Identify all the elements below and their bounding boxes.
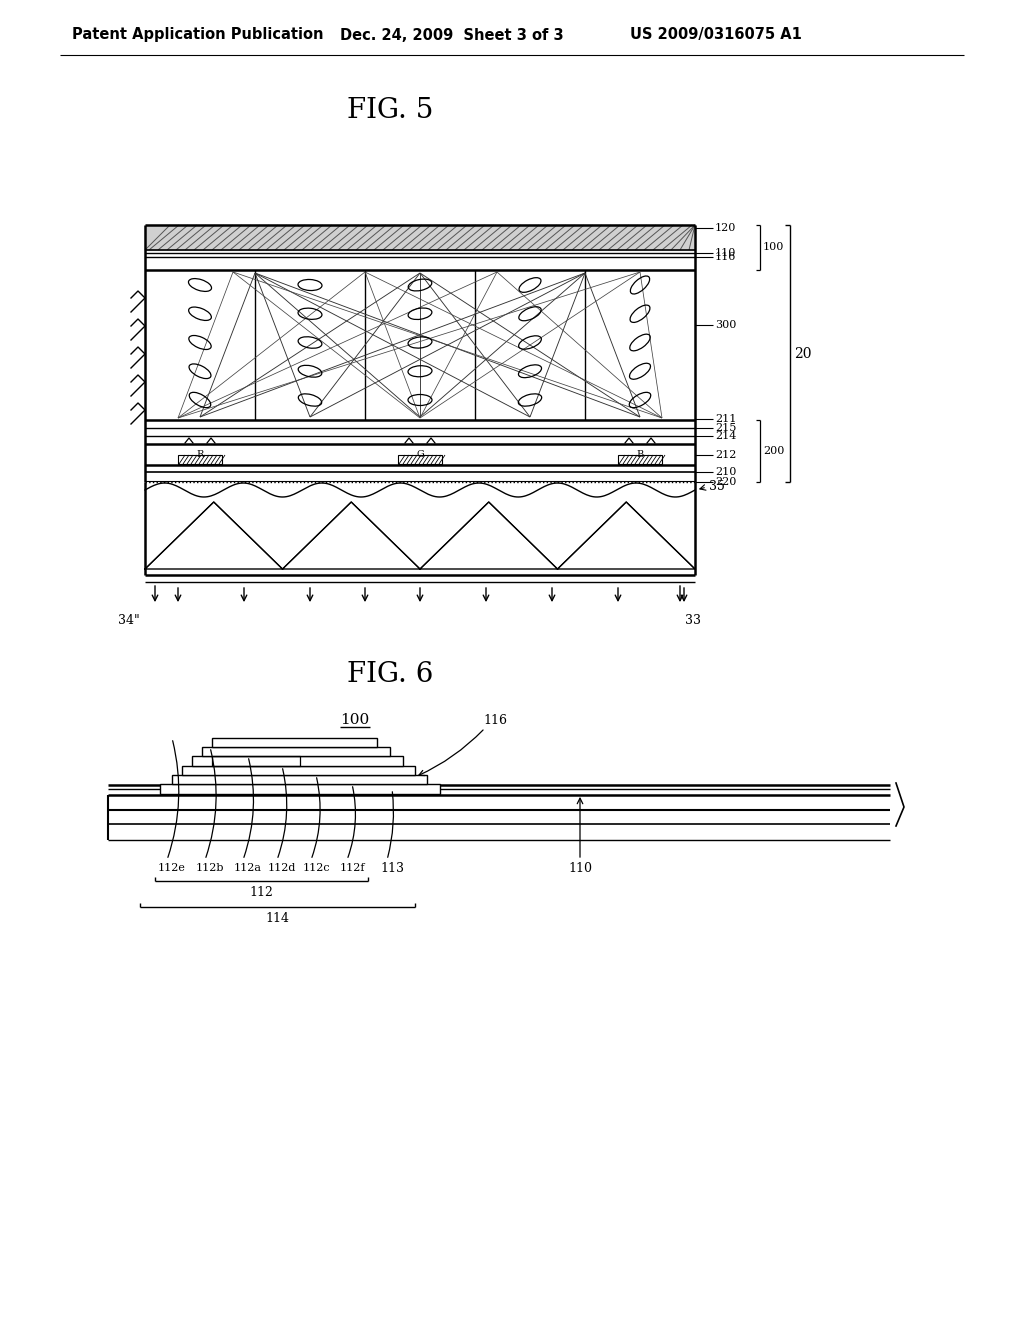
Text: 212: 212 <box>715 450 736 459</box>
Bar <box>398 455 442 465</box>
Text: 113: 113 <box>380 862 404 874</box>
Text: G: G <box>416 450 424 459</box>
Text: Dec. 24, 2009  Sheet 3 of 3: Dec. 24, 2009 Sheet 3 of 3 <box>340 28 563 42</box>
Text: 200: 200 <box>763 446 784 455</box>
Text: 220: 220 <box>715 477 736 487</box>
Text: 116: 116 <box>483 714 507 726</box>
Text: 110: 110 <box>568 862 592 874</box>
Text: 215: 215 <box>715 422 736 433</box>
Bar <box>160 784 440 795</box>
Text: Patent Application Publication: Patent Application Publication <box>72 28 324 42</box>
Text: 112: 112 <box>250 886 273 899</box>
Text: 112b: 112b <box>196 863 224 873</box>
Text: R: R <box>197 450 204 459</box>
Text: 210: 210 <box>715 467 736 477</box>
Bar <box>212 738 377 747</box>
Text: 112d: 112d <box>268 863 296 873</box>
Text: FIG. 6: FIG. 6 <box>347 661 433 689</box>
Text: 34": 34" <box>118 614 140 627</box>
Text: FIG. 5: FIG. 5 <box>347 96 433 124</box>
Text: 116: 116 <box>715 252 736 261</box>
Bar <box>212 756 300 766</box>
Text: 112a: 112a <box>234 863 262 873</box>
Text: B: B <box>636 450 644 459</box>
Text: 110: 110 <box>715 248 736 257</box>
Text: US 2009/0316075 A1: US 2009/0316075 A1 <box>630 28 802 42</box>
Text: 112c: 112c <box>302 863 330 873</box>
Text: 112f: 112f <box>339 863 365 873</box>
Text: 100: 100 <box>763 243 784 252</box>
Text: 35: 35 <box>709 480 725 494</box>
Text: 120: 120 <box>715 223 736 234</box>
Bar <box>182 766 415 775</box>
Text: 214: 214 <box>715 432 736 441</box>
Bar <box>178 455 222 465</box>
Text: 114: 114 <box>265 912 290 925</box>
Text: 33: 33 <box>685 614 701 627</box>
Text: 100: 100 <box>340 713 370 727</box>
Bar <box>618 455 662 465</box>
Bar <box>202 747 390 756</box>
Text: 300: 300 <box>715 319 736 330</box>
Text: 20: 20 <box>794 346 811 360</box>
Text: 112e: 112e <box>158 863 186 873</box>
Text: 211: 211 <box>715 414 736 424</box>
Bar <box>193 756 403 766</box>
Bar <box>172 775 427 784</box>
